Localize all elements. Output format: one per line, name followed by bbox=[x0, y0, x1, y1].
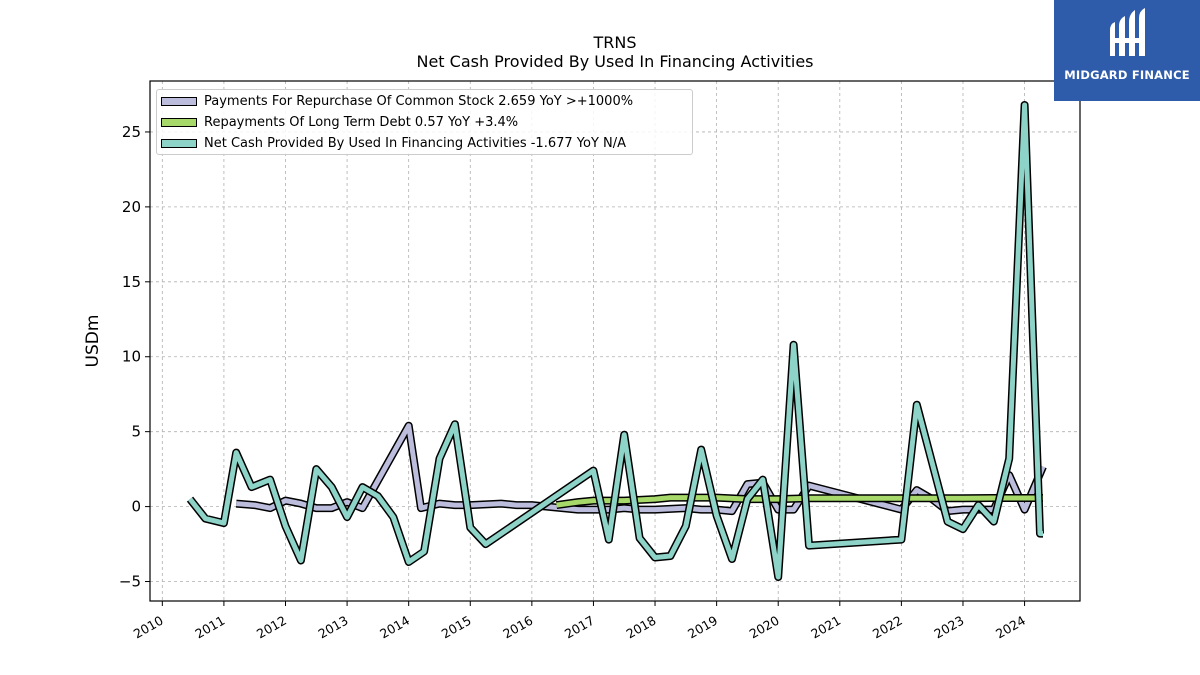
x-tick-label: 2019 bbox=[685, 613, 720, 642]
grid bbox=[150, 81, 1080, 601]
x-tick-label: 2016 bbox=[500, 613, 535, 642]
x-tick-label: 2021 bbox=[808, 613, 843, 642]
series-lines bbox=[186, 101, 1047, 581]
legend-item-debt-repayments: Repayments Of Long Term Debt 0.57 YoY +3… bbox=[161, 113, 518, 131]
y-tick-label: 10 bbox=[122, 348, 141, 366]
y-tick-label: 5 bbox=[131, 423, 141, 441]
series-line bbox=[188, 102, 1043, 580]
series-line bbox=[556, 495, 1043, 508]
series-2 bbox=[555, 493, 1043, 510]
brand-mark-icon bbox=[1110, 8, 1145, 56]
y-tick-label: 15 bbox=[122, 273, 141, 291]
x-tick-label: 2020 bbox=[747, 613, 782, 642]
y-tick-label: 20 bbox=[122, 198, 141, 216]
x-tick-label: 2018 bbox=[623, 613, 658, 642]
legend-swatch-repurchase bbox=[161, 96, 197, 106]
y-tick-label: 25 bbox=[122, 123, 141, 141]
x-tick-label: 2013 bbox=[316, 613, 351, 642]
chart-title: TRNS bbox=[593, 33, 637, 52]
y-axis-label: USDm bbox=[83, 315, 103, 368]
brand-name: MIDGARD FINANCE bbox=[1064, 68, 1190, 82]
chart-subtitle: Net Cash Provided By Used In Financing A… bbox=[416, 52, 814, 71]
plot-frame bbox=[149, 80, 1081, 602]
x-tick-label: 2022 bbox=[870, 613, 905, 642]
brand-logo: MIDGARD FINANCE bbox=[1054, 0, 1200, 101]
y-axis: −5 0 5 10 15 20 25 bbox=[119, 123, 150, 591]
legend-item-repurchase: Payments For Repurchase Of Common Stock … bbox=[161, 92, 633, 110]
x-tick-label: 2010 bbox=[131, 613, 166, 642]
x-tick-label: 2012 bbox=[254, 613, 289, 642]
legend: Payments For Repurchase Of Common Stock … bbox=[156, 89, 693, 155]
x-tick-label: 2014 bbox=[377, 613, 412, 642]
x-tick-label: 2011 bbox=[192, 613, 227, 642]
y-tick-label: 0 bbox=[131, 498, 141, 516]
legend-item-financing-cash: Net Cash Provided By Used In Financing A… bbox=[161, 134, 626, 152]
x-axis: 2010 2011 2012 2013 2014 2015 2016 2017 2018 2019… bbox=[131, 601, 1028, 642]
y-tick-label: −5 bbox=[119, 573, 141, 591]
legend-swatch-debt-repayments bbox=[161, 117, 197, 127]
x-tick-label: 2023 bbox=[931, 613, 966, 642]
legend-swatch-financing-cash bbox=[161, 138, 197, 148]
series-3 bbox=[186, 101, 1044, 581]
x-tick-label: 2015 bbox=[439, 613, 474, 642]
x-tick-label: 2017 bbox=[562, 613, 597, 642]
legend-label-debt-repayments: Repayments Of Long Term Debt 0.57 YoY +3… bbox=[204, 114, 519, 130]
x-tick-label: 2024 bbox=[993, 613, 1028, 642]
legend-label-repurchase: Payments For Repurchase Of Common Stock … bbox=[204, 93, 634, 109]
legend-label-financing-cash: Net Cash Provided By Used In Financing A… bbox=[204, 135, 627, 151]
